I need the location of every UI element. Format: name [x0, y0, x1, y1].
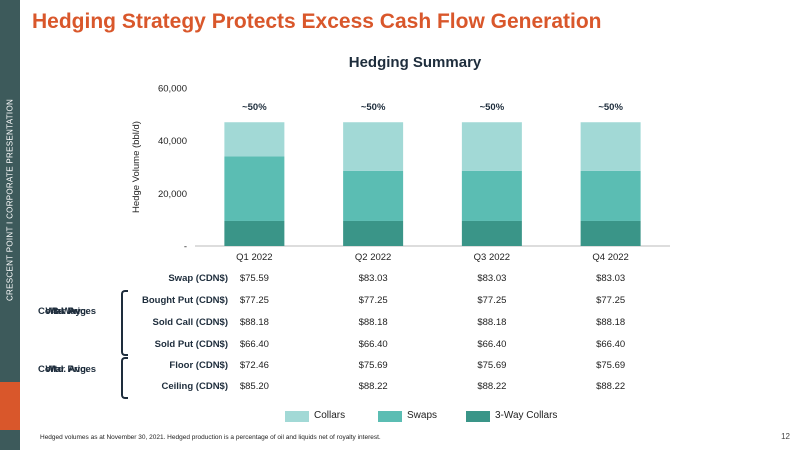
row-label-floor: Floor (CDN$) [169, 360, 228, 371]
table-cell: $75.69 [358, 360, 388, 371]
table-cell: $88.22 [596, 381, 626, 392]
table-cell: $77.25 [358, 295, 388, 306]
y-tick-label: - [184, 242, 187, 253]
bar-3-way-collars-q3-2022 [461, 220, 522, 246]
bar-swaps-q2-2022 [343, 170, 404, 221]
table-cell: $66.40 [358, 339, 388, 350]
table-cell: $88.22 [358, 381, 388, 392]
legend-label-collars: Collars [314, 410, 346, 421]
bar-swaps-q3-2022 [461, 170, 522, 221]
row-label-swap: Swap (CDN$) [168, 273, 228, 284]
bar-annotation: ~50% [242, 102, 267, 113]
table-cell: $66.40 [596, 339, 626, 350]
table-cell: $83.03 [596, 273, 626, 284]
row-label-ceiling: Ceiling (CDN$) [161, 381, 229, 392]
bar-swaps-q1-2022 [224, 156, 285, 221]
bar-annotation: ~50% [361, 102, 386, 113]
bracket-three-way [121, 290, 128, 356]
page-number: 12 [781, 432, 790, 441]
table-cell: $75.59 [239, 273, 269, 284]
table-cell: $88.18 [358, 317, 388, 328]
bar-annotation: ~50% [598, 102, 623, 113]
bar-collars-q2-2022 [343, 122, 404, 171]
table-cell: $77.25 [596, 295, 626, 306]
table-cell: $75.69 [477, 360, 507, 371]
table-cell: $88.18 [239, 317, 269, 328]
row-label-sold-call: Sold Call (CDN$) [152, 317, 228, 328]
bracket-collar [121, 357, 128, 399]
sidebar: CRESCENT POINT I CORPORATE PRESENTATION [0, 0, 20, 450]
bar-3-way-collars-q2-2022 [343, 220, 404, 246]
x-tick-label: Q2 2022 [355, 252, 391, 263]
sidebar-accent [0, 382, 20, 430]
legend-swatch-swaps [378, 411, 402, 422]
bar-collars-q4-2022 [580, 122, 641, 171]
y-axis-label: Hedge Volume (bbl/d) [131, 121, 142, 213]
legend-swatch-three-way [466, 411, 490, 422]
table-cell: $88.18 [596, 317, 626, 328]
table-cell: $83.03 [477, 273, 507, 284]
slide-title: Hedging Strategy Protects Excess Cash Fl… [32, 10, 602, 33]
legend-label-swaps: Swaps [407, 410, 438, 421]
table-cell: $77.25 [477, 295, 507, 306]
chart-title: Hedging Summary [348, 54, 482, 71]
table-cell: $88.22 [477, 381, 507, 392]
y-tick-label: 60,000 [158, 84, 187, 95]
table-cell: $85.20 [239, 381, 269, 392]
table-cell: $72.46 [239, 360, 269, 371]
table-cell: $66.40 [239, 339, 269, 350]
bar-swaps-q4-2022 [580, 170, 641, 221]
row-label-bought-put: Bought Put (CDN$) [141, 295, 228, 306]
x-tick-label: Q4 2022 [592, 252, 628, 263]
table-cell: $88.18 [477, 317, 507, 328]
legend-swatch-collars [285, 411, 309, 422]
table-cell: $83.03 [358, 273, 388, 284]
bar-annotation: ~50% [480, 102, 505, 113]
legend-label-three-way: 3-Way Collars [495, 410, 558, 421]
row-label-sold-put: Sold Put (CDN$) [154, 339, 228, 350]
bar-3-way-collars-q1-2022 [224, 220, 285, 246]
bar-3-way-collars-q4-2022 [580, 220, 641, 246]
y-tick-label: 40,000 [158, 136, 187, 147]
table-cell: $77.25 [239, 295, 269, 306]
x-tick-label: Q3 2022 [474, 252, 510, 263]
table-cell: $75.69 [596, 360, 626, 371]
footnote: Hedged volumes as at November 30, 2021. … [40, 434, 381, 441]
bar-collars-q1-2022 [224, 122, 285, 157]
table-cell: $66.40 [477, 339, 507, 350]
y-tick-label: 20,000 [158, 189, 187, 200]
bar-collars-q3-2022 [461, 122, 522, 171]
x-tick-label: Q1 2022 [236, 252, 272, 263]
